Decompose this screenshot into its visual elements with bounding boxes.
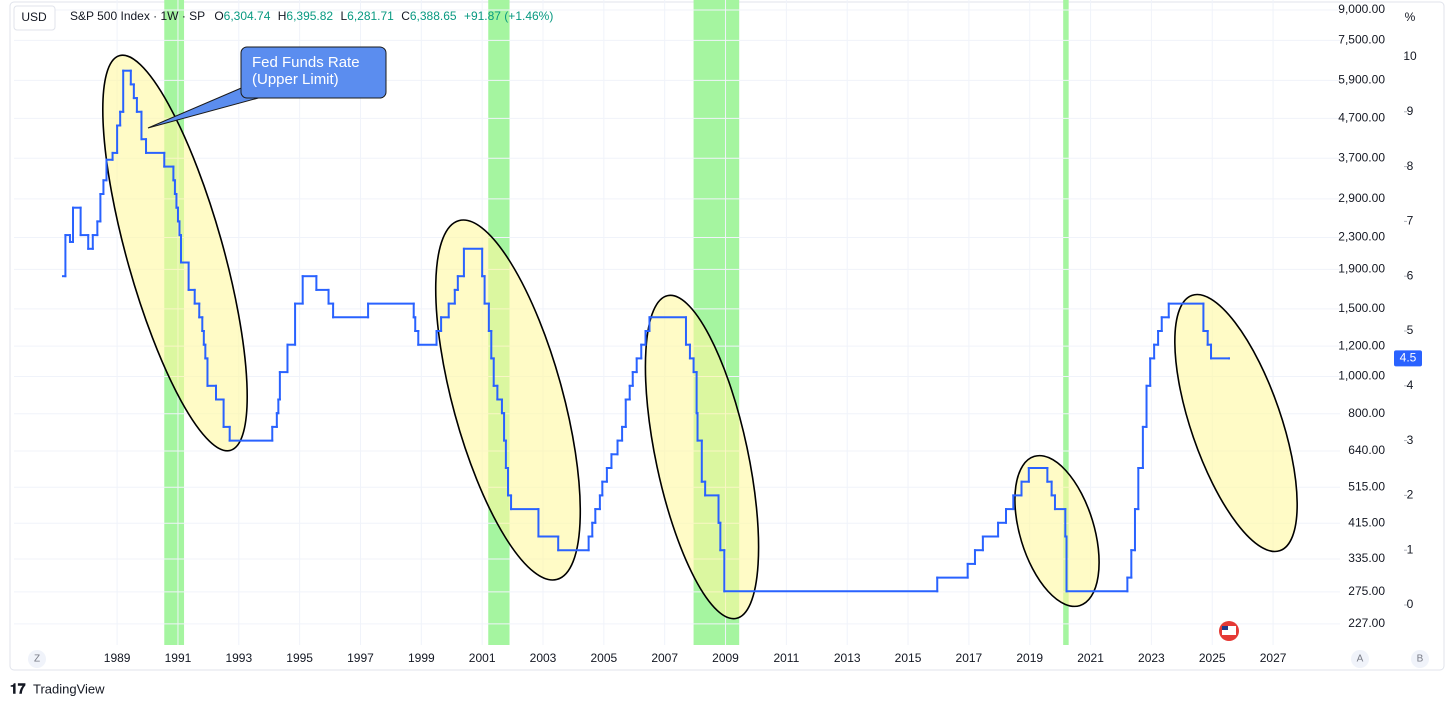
zoom-button[interactable] [28,650,46,668]
ohlc-header: S&P 500 Index · 1W · SP O6,304.74 H6,395… [70,9,553,23]
y2-tick-label: 0 [1407,597,1414,611]
auto-button[interactable] [1351,650,1369,668]
x-tick-label: 2011 [773,651,799,665]
callout-box [240,46,387,99]
y-tick-label: 275.00 [1348,584,1385,598]
y-tick-label: 9,000.00 [1338,2,1385,16]
ellipse [102,54,248,452]
y-tick-label: 640.00 [1348,443,1385,457]
y-tick-label: 800.00 [1348,406,1385,420]
currency-button[interactable] [13,5,56,31]
x-tick-label: 2015 [895,651,922,665]
x-tick-label: 2007 [651,651,678,665]
x-tick-label: 2005 [590,651,617,665]
x-tick-label: 2021 [1077,651,1104,665]
ohlc-value: 6,388.65 [410,9,457,23]
flag-icon [1219,621,1239,641]
ohlc-value: 6,281.71 [347,9,394,23]
ohlc-label: C [401,9,410,23]
last-value-label: 4.5 [1400,351,1417,365]
x-tick-label: 2013 [834,651,861,665]
flag-canton [1222,626,1228,630]
y2-tick-label: 1 [1407,542,1414,556]
ohlc-label: O [214,9,223,23]
x-tick-label: 1999 [408,651,435,665]
y2-tick-label: 2 [1407,488,1414,502]
y2-tick-label: 7 [1407,214,1414,228]
y2-tick-label: 3 [1407,433,1414,447]
y2-tick-label: 10 [1403,49,1417,63]
ellipse [1014,454,1100,608]
y-tick-label: 5,900.00 [1338,73,1385,87]
y-tick-label: 335.00 [1348,551,1385,565]
foreground-layer: 1989 1991 1993 1995 1997 1999 2001 2003 2005 2007… [61,2,1422,665]
bottom-button[interactable] [1411,650,1429,668]
ellipse [1174,293,1298,553]
y-tick-label: 1,500.00 [1338,301,1385,315]
y-tick-label: 1,900.00 [1338,262,1385,276]
auto-label[interactable]: A [1357,654,1364,665]
y-tick-label: 1,200.00 [1338,338,1385,352]
x-tick-label: 2025 [1199,651,1226,665]
x-tick-label: 2027 [1260,651,1287,665]
bottom-label[interactable]: B [1417,654,1424,665]
brand-mark: 𝟏𝟕 [10,681,26,697]
y2-axis-label: % [1405,10,1416,24]
y2-tick-label: 5 [1407,323,1414,337]
ohlc-label: L [340,9,347,23]
flag-body [1222,626,1236,635]
y-tick-label: 415.00 [1348,515,1385,529]
y-tick-label: 1,000.00 [1338,369,1385,383]
x-tick-label: 2017 [956,651,983,665]
y-tick-label: 3,700.00 [1338,150,1385,164]
x-tick-label: 2003 [530,651,557,665]
symbol: S&P 500 Index · 1W · SP [70,9,205,23]
zoom-label[interactable]: Z [34,654,40,665]
x-tick-label: 2019 [1016,651,1043,665]
y-tick-label: 2,900.00 [1338,191,1385,205]
ohlc-value: 6,395.82 [286,9,333,23]
x-tick-label: 1995 [286,651,313,665]
annotation-ellipses [102,54,1298,620]
ohlc-value: 6,304.74 [224,9,271,23]
y-tick-label: 4,700.00 [1338,111,1385,125]
x-tick-label: 2009 [712,651,739,665]
y2-tick-label: 8 [1407,159,1414,173]
x-tick-label: 2023 [1138,651,1165,665]
x-tick-label: 1993 [225,651,252,665]
y-tick-label: 227.00 [1348,616,1385,630]
x-tick-label: 1991 [165,651,192,665]
recession-band [1063,0,1069,645]
change: +91.87 (+1.46%) [464,9,553,23]
ohlc-label: H [278,9,287,23]
last-value-box [1394,350,1422,367]
ellipse [434,219,582,581]
y2-tick-label: 9 [1407,104,1414,118]
y2-tick-label: 4 [1407,378,1414,392]
callout: Fed Funds Rate (Upper Limit) [147,46,387,129]
callout-text: Fed Funds Rate [252,54,360,71]
x-tick-label: 1997 [347,651,374,665]
x-tick-label: 2001 [469,651,496,665]
currency[interactable]: USD [21,10,47,24]
brand: TradingView [33,681,105,696]
x-tick-label: 1989 [104,651,131,665]
y-tick-label: 2,300.00 [1338,230,1385,244]
y-tick-label: 515.00 [1348,479,1385,493]
callout-text: (Upper Limit) [252,71,339,88]
y2-tick-label: 6 [1407,268,1414,282]
y-tick-label: 7,500.00 [1338,33,1385,47]
